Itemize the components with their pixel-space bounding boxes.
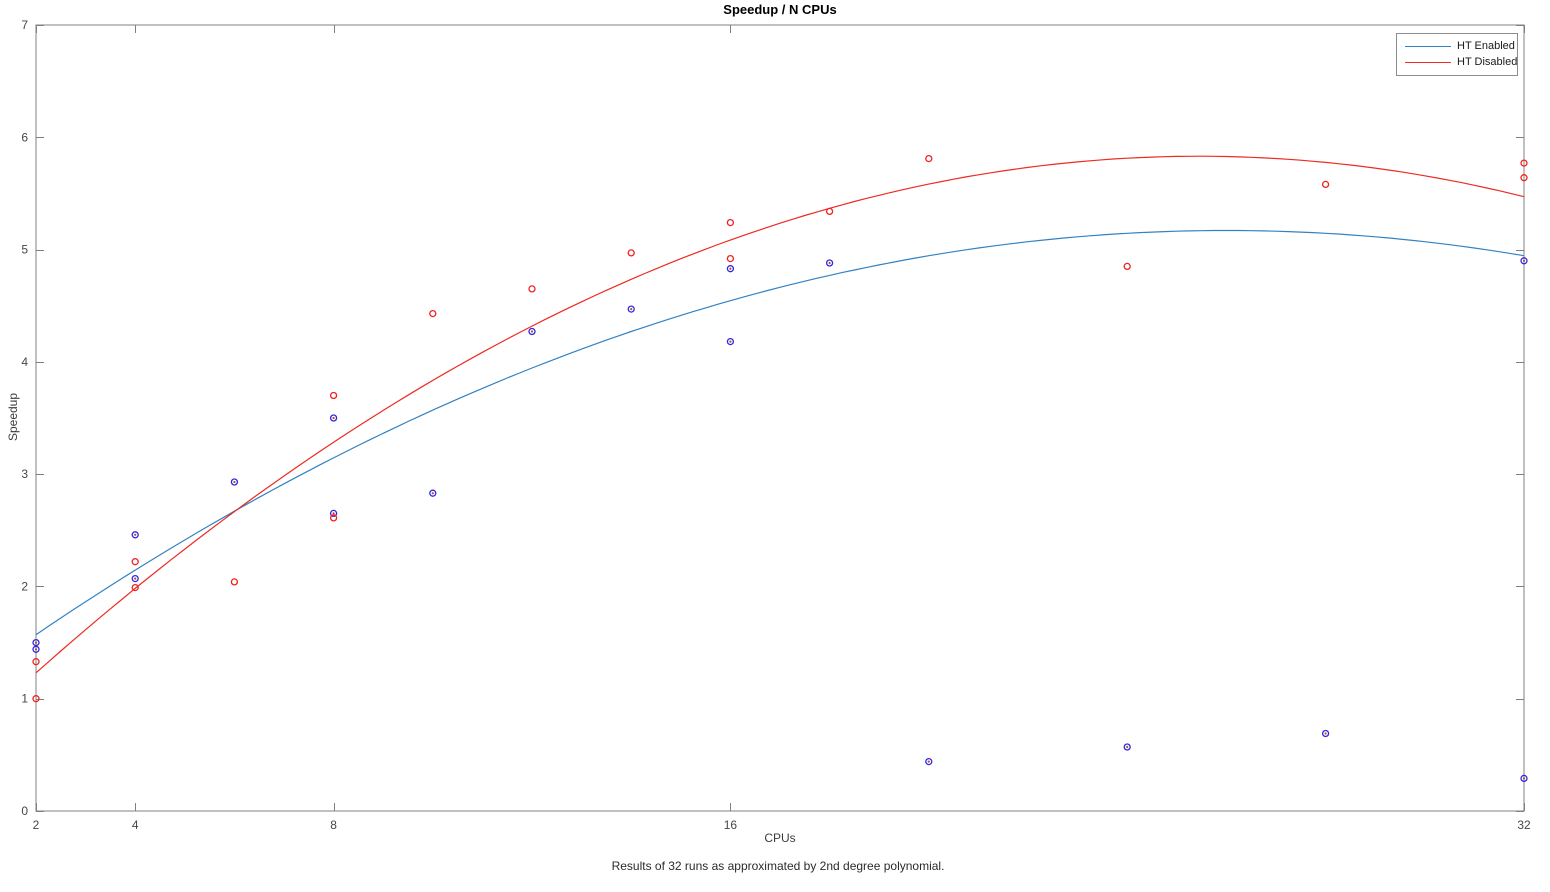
chart-caption: Results of 32 runs as approximated by 2n… (611, 859, 945, 873)
svg-text:4: 4 (132, 818, 139, 832)
svg-text:7: 7 (21, 18, 28, 32)
ht-enabled-line-swatch (1405, 45, 1451, 47)
legend-label: HT Disabled (1457, 56, 1518, 68)
svg-text:32: 32 (1517, 818, 1531, 832)
svg-text:4: 4 (21, 355, 28, 369)
svg-text:1: 1 (21, 692, 28, 706)
chart-title: Speedup / N CPUs (723, 2, 837, 17)
y-axis-label: Speedup (6, 392, 20, 442)
svg-text:5: 5 (21, 243, 28, 257)
svg-text:8: 8 (330, 818, 337, 832)
svg-text:16: 16 (724, 818, 738, 832)
legend-label: HT Enabled (1457, 40, 1515, 52)
legend-item-ht-enabled: HT Enabled (1405, 38, 1515, 54)
legend: HT Enabled HT Disabled (1396, 33, 1518, 76)
legend-item-ht-disabled: HT Disabled (1405, 54, 1517, 70)
svg-text:2: 2 (33, 818, 40, 832)
ht-disabled-line-swatch (1405, 61, 1451, 63)
svg-text:0: 0 (21, 804, 28, 818)
svg-text:3: 3 (21, 467, 28, 481)
svg-text:6: 6 (21, 130, 28, 144)
svg-text:2: 2 (21, 579, 28, 593)
x-axis-label: CPUs (764, 831, 796, 845)
